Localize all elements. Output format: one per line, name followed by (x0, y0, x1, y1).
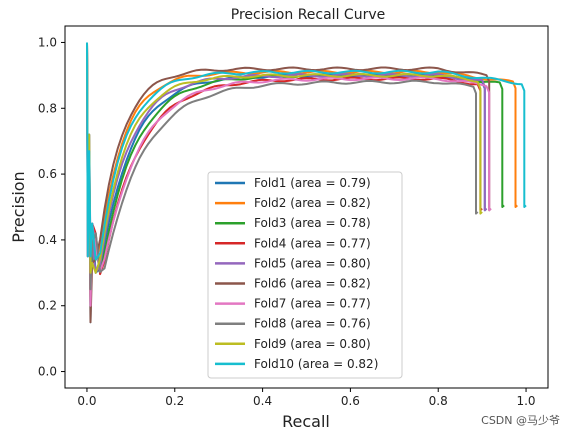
legend-label: Fold3 (area = 0.78) (254, 216, 371, 230)
x-tick-label: 0.0 (77, 394, 96, 408)
series-line-fold8 (86, 42, 479, 291)
y-axis-ticks: 0.0 0.2 0.4 0.6 0.8 1.0 (38, 35, 65, 379)
x-axis-label: Recall (282, 412, 330, 431)
legend-label: Fold10 (area = 0.82) (254, 357, 378, 371)
y-tick-label: 1.0 (38, 35, 57, 49)
y-tick-label: 0.4 (38, 233, 57, 247)
series-line-fold9 (86, 42, 483, 274)
legend-label: Fold9 (area = 0.80) (254, 337, 371, 351)
x-tick-label: 0.2 (165, 394, 184, 408)
series-line-fold4 (86, 42, 483, 276)
legend-label: Fold6 (area = 0.82) (254, 277, 371, 291)
plot-lines (86, 42, 527, 324)
series-line-fold10 (86, 42, 527, 261)
legend-label: Fold7 (area = 0.77) (254, 297, 371, 311)
y-tick-label: 0.0 (38, 365, 57, 379)
y-tick-label: 0.8 (38, 101, 57, 115)
x-tick-label: 0.4 (253, 394, 272, 408)
legend-label: Fold4 (area = 0.77) (254, 236, 371, 250)
watermark-text: CSDN @马少爷 (481, 413, 560, 427)
series-line-fold6 (86, 42, 492, 324)
y-axis-label: Precision (9, 171, 28, 242)
legend-box (207, 171, 403, 379)
x-tick-label: 0.6 (341, 394, 360, 408)
x-axis-ticks: 0.0 0.2 0.4 0.6 0.8 1.0 (77, 388, 536, 408)
chart-title: Precision Recall Curve (231, 7, 385, 23)
x-tick-label: 0.8 (429, 394, 448, 408)
x-tick-label: 1.0 (516, 394, 535, 408)
legend-label: Fold5 (area = 0.80) (254, 256, 371, 270)
plot-frame (64, 25, 549, 389)
legend-label: Fold8 (area = 0.76) (254, 317, 371, 331)
legend-label: Fold2 (area = 0.82) (254, 196, 371, 210)
legend-label: Fold1 (area = 0.79) (254, 176, 371, 190)
y-tick-label: 0.2 (38, 299, 57, 313)
y-tick-label: 0.6 (38, 167, 57, 181)
series-line-fold7 (86, 42, 492, 307)
legend-items: Fold1 (area = 0.79) Fold2 (area = 0.82) Fo… (215, 176, 378, 371)
legend: Fold1 (area = 0.79) Fold2 (area = 0.82) Fo… (207, 171, 403, 379)
